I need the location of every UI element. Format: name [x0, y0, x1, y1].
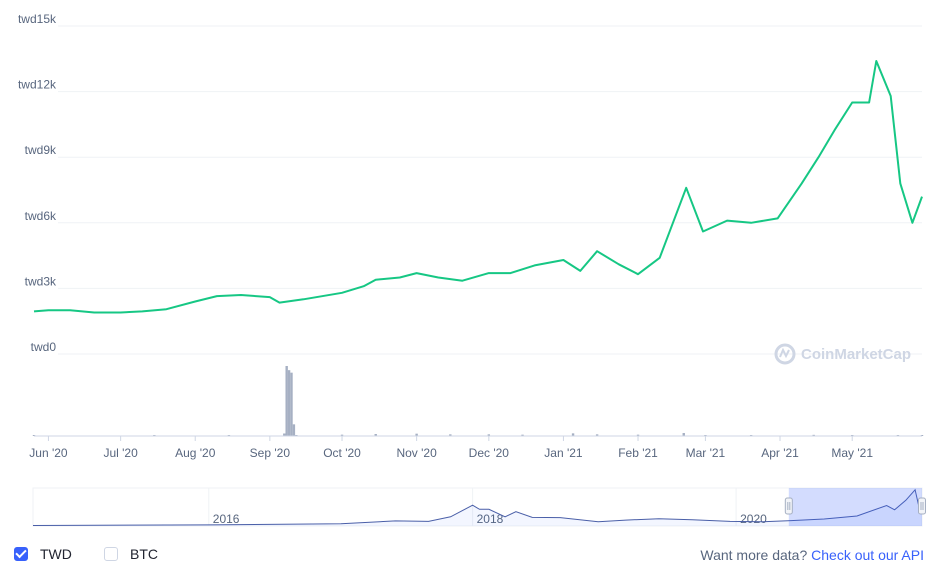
more-data-text: Want more data? [700, 547, 808, 563]
navigator-right-handle[interactable] [918, 497, 926, 515]
y-tick-label: twd15k [18, 12, 57, 26]
chart-footer: TWD BTC Want more data? Check out our AP… [0, 540, 940, 572]
x-tick-label: Dec '20 [469, 446, 510, 460]
volume-bar [571, 433, 575, 436]
x-tick-label: Mar '21 [686, 446, 726, 460]
volume-bar [374, 434, 377, 436]
x-tick-label: Aug '20 [175, 446, 216, 460]
navigator-year-label: 2020 [740, 512, 767, 526]
volume-bars [32, 366, 924, 437]
navigator-selection[interactable] [788, 488, 922, 526]
twd-checkbox[interactable] [14, 546, 28, 561]
x-tick-label: Sep '20 [250, 446, 291, 460]
volume-bar [812, 434, 815, 436]
x-axis-labels: Jun '20 Jul '20 Aug '20 Sep '20 Oct '20 Nov '… [29, 436, 873, 460]
navigator-year-label: 2016 [213, 512, 240, 526]
handle-grip-icon[interactable] [784, 497, 793, 515]
navigator-area [33, 489, 922, 526]
volume-bar [487, 434, 491, 436]
volume-bar [285, 366, 288, 436]
navigator-left-handle[interactable] [784, 497, 793, 515]
btc-checkbox[interactable] [104, 547, 118, 561]
watermark: CoinMarketCap [774, 343, 911, 365]
btc-toggle[interactable]: BTC [104, 546, 158, 562]
coinmarketcap-logo-icon [774, 343, 796, 365]
y-tick-label: twd12k [18, 78, 57, 92]
watermark-text: CoinMarketCap [801, 346, 911, 363]
x-tick-label: Nov '20 [396, 446, 437, 460]
y-tick-label: twd3k [25, 274, 57, 288]
volume-bar [415, 433, 418, 436]
range-navigator[interactable]: 2016 2018 2020 [32, 487, 926, 527]
x-tick-label: Apr '21 [761, 446, 799, 460]
gridlines [58, 25, 922, 355]
checkmark-icon [15, 546, 27, 559]
x-tick-label: Feb '21 [618, 446, 658, 460]
x-tick-label: Oct '20 [323, 446, 361, 460]
volume-bar [682, 433, 685, 436]
y-tick-label: twd9k [25, 143, 57, 157]
price-line-series[interactable] [33, 60, 923, 314]
x-tick-label: Jun '20 [29, 446, 68, 460]
api-link[interactable]: Check out our API [811, 547, 924, 563]
y-tick-label: twd6k [25, 209, 57, 223]
twd-label: TWD [40, 546, 72, 562]
volume-bar [292, 424, 296, 436]
navigator-year-label: 2018 [477, 512, 504, 526]
volume-bar [283, 433, 286, 436]
api-promo: Want more data? Check out our API [700, 547, 924, 563]
x-tick-label: Jul '20 [103, 446, 138, 460]
volume-bar [521, 434, 524, 436]
twd-toggle[interactable]: TWD [14, 546, 72, 562]
price-line[interactable] [33, 60, 923, 314]
volume-bar [340, 434, 344, 436]
handle-grip-icon[interactable] [918, 497, 926, 515]
volume-bar [636, 434, 640, 436]
volume-bar [287, 370, 291, 436]
y-axis-labels: twd0 twd3k twd6k twd9k twd12k twd15k [18, 12, 57, 354]
volume-bar [449, 434, 452, 436]
x-tick-label: May '21 [831, 446, 873, 460]
x-tick-label: Jan '21 [544, 446, 583, 460]
navigator-line [32, 488, 923, 526]
volume-bar [595, 434, 599, 436]
y-tick-label: twd0 [31, 340, 57, 354]
btc-label: BTC [130, 546, 158, 562]
volume-bar [290, 372, 293, 436]
